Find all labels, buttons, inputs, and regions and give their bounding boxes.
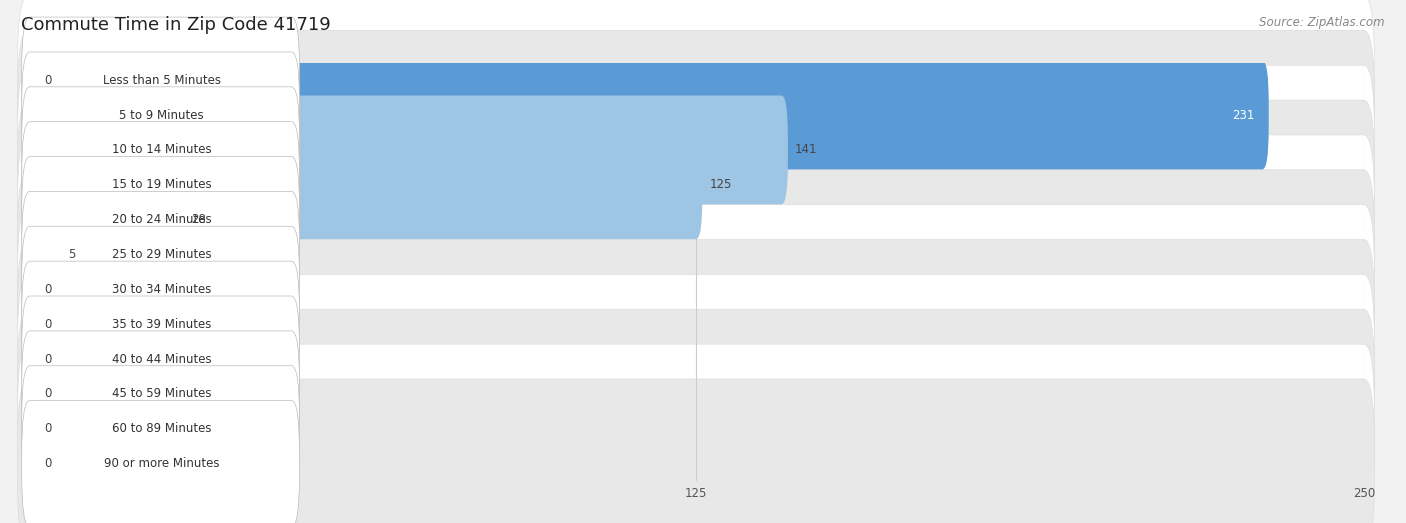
FancyBboxPatch shape: [21, 200, 62, 309]
FancyBboxPatch shape: [17, 65, 1375, 235]
Text: 45 to 59 Minutes: 45 to 59 Minutes: [112, 388, 211, 401]
FancyBboxPatch shape: [21, 130, 703, 239]
FancyBboxPatch shape: [21, 52, 299, 178]
FancyBboxPatch shape: [21, 401, 299, 523]
Text: Commute Time in Zip Code 41719: Commute Time in Zip Code 41719: [21, 16, 330, 33]
FancyBboxPatch shape: [21, 61, 1268, 169]
FancyBboxPatch shape: [17, 204, 1375, 374]
Text: 28: 28: [191, 213, 205, 226]
Text: 40 to 44 Minutes: 40 to 44 Minutes: [112, 353, 211, 366]
FancyBboxPatch shape: [17, 30, 1375, 200]
Text: 20 to 24 Minutes: 20 to 24 Minutes: [112, 213, 211, 226]
Text: 35 to 39 Minutes: 35 to 39 Minutes: [112, 318, 211, 331]
FancyBboxPatch shape: [25, 364, 39, 424]
FancyBboxPatch shape: [25, 294, 39, 354]
Text: 0: 0: [44, 353, 52, 366]
FancyBboxPatch shape: [17, 170, 1375, 339]
FancyBboxPatch shape: [21, 96, 787, 204]
FancyBboxPatch shape: [21, 165, 184, 274]
FancyBboxPatch shape: [21, 226, 299, 353]
Text: 0: 0: [44, 423, 52, 435]
FancyBboxPatch shape: [21, 191, 299, 317]
FancyBboxPatch shape: [17, 344, 1375, 514]
Text: 0: 0: [44, 318, 52, 331]
FancyBboxPatch shape: [25, 259, 39, 320]
Text: 0: 0: [44, 457, 52, 470]
Text: 15 to 19 Minutes: 15 to 19 Minutes: [112, 178, 211, 191]
FancyBboxPatch shape: [25, 329, 39, 389]
Text: 141: 141: [794, 143, 817, 156]
FancyBboxPatch shape: [21, 331, 299, 457]
FancyBboxPatch shape: [21, 261, 299, 388]
FancyBboxPatch shape: [17, 135, 1375, 304]
FancyBboxPatch shape: [17, 275, 1375, 444]
Text: 231: 231: [1232, 109, 1254, 121]
Text: 0: 0: [44, 388, 52, 401]
FancyBboxPatch shape: [17, 0, 1375, 165]
Text: 10 to 14 Minutes: 10 to 14 Minutes: [112, 143, 211, 156]
FancyBboxPatch shape: [21, 156, 299, 283]
Text: 0: 0: [44, 283, 52, 296]
Text: 25 to 29 Minutes: 25 to 29 Minutes: [112, 248, 211, 261]
Text: 90 or more Minutes: 90 or more Minutes: [104, 457, 219, 470]
Text: Source: ZipAtlas.com: Source: ZipAtlas.com: [1260, 16, 1385, 29]
FancyBboxPatch shape: [17, 100, 1375, 269]
FancyBboxPatch shape: [25, 399, 39, 459]
Text: 60 to 89 Minutes: 60 to 89 Minutes: [112, 423, 211, 435]
FancyBboxPatch shape: [17, 309, 1375, 479]
FancyBboxPatch shape: [21, 17, 299, 143]
Text: Less than 5 Minutes: Less than 5 Minutes: [103, 74, 221, 87]
FancyBboxPatch shape: [25, 50, 39, 110]
FancyBboxPatch shape: [21, 122, 299, 248]
Text: 0: 0: [44, 74, 52, 87]
FancyBboxPatch shape: [25, 434, 39, 494]
Text: 5: 5: [67, 248, 76, 261]
Text: 30 to 34 Minutes: 30 to 34 Minutes: [112, 283, 211, 296]
Text: 5 to 9 Minutes: 5 to 9 Minutes: [120, 109, 204, 121]
FancyBboxPatch shape: [17, 240, 1375, 409]
FancyBboxPatch shape: [21, 296, 299, 422]
FancyBboxPatch shape: [21, 366, 299, 492]
FancyBboxPatch shape: [21, 87, 299, 213]
FancyBboxPatch shape: [17, 379, 1375, 523]
Text: 125: 125: [710, 178, 731, 191]
